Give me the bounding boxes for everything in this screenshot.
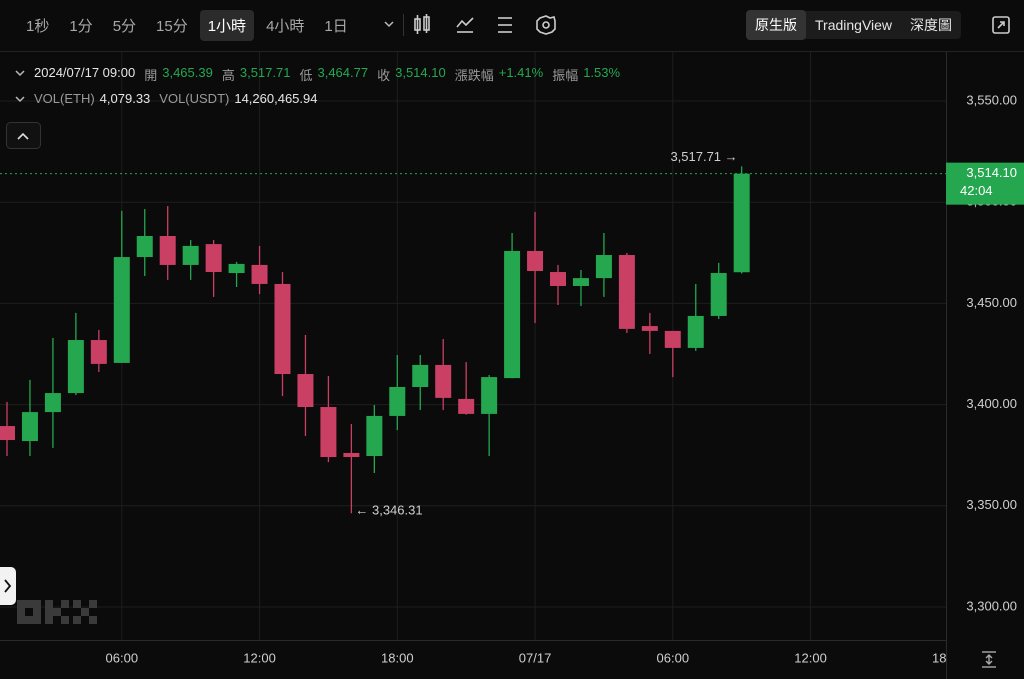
candle-body (90, 340, 107, 364)
volume-info: VOL(ETH) 4,079.33 VOL(USDT) 14,260,465.94 (34, 91, 321, 106)
candle-body (21, 412, 38, 442)
x-tick-label: 06:00 (657, 650, 690, 665)
candle-body (595, 255, 612, 279)
candle-body (182, 245, 199, 265)
candle-body (274, 283, 291, 375)
datetime: 2024/07/17 09:00 (34, 65, 136, 80)
interval[interactable]: 5分 (112, 17, 137, 35)
candle-body (67, 340, 84, 394)
candle-body (228, 263, 245, 274)
last-price-label: 3,514.10 (966, 165, 1017, 180)
last-price-tag (946, 162, 1024, 205)
candle-body (618, 255, 635, 329)
y-tick-label: 3,350.00 (966, 497, 1017, 512)
candle-body (113, 257, 130, 363)
candle-body (550, 272, 567, 286)
fullscreen-icon[interactable] (992, 16, 1010, 34)
candle-type-icon[interactable] (414, 14, 430, 34)
info-label: 漲跌幅 (454, 68, 494, 83)
candle-body (136, 235, 153, 258)
info-value: 1.53% (583, 65, 621, 80)
interval[interactable]: 4小時 (266, 17, 305, 35)
candle-body (366, 415, 383, 457)
candle-body (710, 273, 727, 316)
view-tab[interactable]: 深度圖 (910, 17, 953, 33)
volume-label: VOL(ETH) (34, 91, 95, 106)
ohlc-info: 2024/07/17 09:00 開 3,465.39 高 3,517.71 低 3,46… (34, 65, 624, 84)
candle-body (504, 250, 521, 379)
candle-body (572, 278, 589, 286)
candle-body (0, 426, 16, 441)
candle-body (435, 364, 452, 398)
interval[interactable]: 15分 (156, 17, 188, 35)
price-annotation: 3,517.71 → (670, 149, 737, 164)
x-tick-label: 07/17 (519, 650, 552, 665)
settings-icon[interactable] (536, 15, 556, 35)
info-value: 3,465.39 (162, 65, 213, 80)
x-tick-label: 18:00 (381, 650, 414, 665)
candle-body (297, 374, 314, 408)
view-switch: 原生版 TradingView 深度圖 (746, 10, 962, 40)
candle-body (458, 398, 475, 414)
info-label: 高 (221, 68, 235, 83)
info-label: 低 (299, 68, 313, 83)
x-tick-label: 12:00 (794, 650, 827, 665)
candle-body (412, 364, 429, 387)
info-value: +1.41% (498, 65, 544, 80)
candle-body (44, 393, 61, 413)
candle-body (320, 407, 337, 458)
interval[interactable]: 1小時 (199, 9, 255, 41)
drawing-icon[interactable] (498, 17, 512, 33)
info-value: 3,464.77 (317, 65, 369, 80)
interval[interactable]: 1秒 (26, 17, 50, 35)
candle-body (205, 244, 222, 273)
y-tick-label: 3,300.00 (966, 598, 1017, 613)
info-label: 收 (377, 68, 391, 83)
volume-value: 14,260,465.94 (234, 91, 318, 106)
row-chevrons[interactable] (15, 70, 25, 103)
x-tick-label: 18:00 (932, 650, 965, 665)
info-label: 開 (144, 68, 158, 83)
candle-body (527, 250, 544, 272)
y-tick-label: 3,450.00 (966, 295, 1017, 310)
candle-body (251, 264, 268, 284)
view-tab[interactable]: 原生版 (746, 10, 806, 40)
info-value: 3,514.10 (395, 65, 446, 80)
interval[interactable]: 1分 (69, 17, 93, 35)
candle-body (687, 315, 704, 348)
countdown: 42:04 (960, 183, 993, 198)
y-tick-label: 3,550.00 (966, 92, 1017, 107)
volume-value: 4,079.33 (99, 91, 151, 106)
dropdown-icon[interactable] (384, 21, 394, 28)
volume-label: VOL(USDT) (159, 91, 230, 106)
candle-body (159, 235, 176, 265)
collapse-icon (17, 132, 29, 140)
y-tick-label: 3,400.00 (966, 396, 1017, 411)
info-label: 振幅 (552, 68, 579, 83)
candle-body (481, 377, 498, 414)
candle-body (664, 330, 681, 348)
interval[interactable]: 1日 (324, 17, 348, 35)
x-tick-label: 06:00 (106, 650, 139, 665)
indicator-icon[interactable] (456, 17, 474, 33)
scale-icon[interactable] (982, 651, 996, 668)
x-tick-label: 12:00 (243, 650, 276, 665)
candle-body (641, 326, 658, 331)
info-value: 3,517.71 (239, 65, 291, 80)
price-annotation: ← 3,346.31 (355, 503, 422, 518)
side-tab[interactable] (0, 567, 16, 605)
watermark (17, 600, 97, 624)
view-tab[interactable]: TradingView (815, 17, 893, 33)
toolbar: 1秒 1分 5分 15分 1小時 4小時 1日 (0, 0, 1024, 50)
side-tab-icon (4, 579, 12, 593)
candle-body (343, 452, 360, 458)
candle-body (389, 386, 406, 416)
candle-body (733, 173, 750, 273)
